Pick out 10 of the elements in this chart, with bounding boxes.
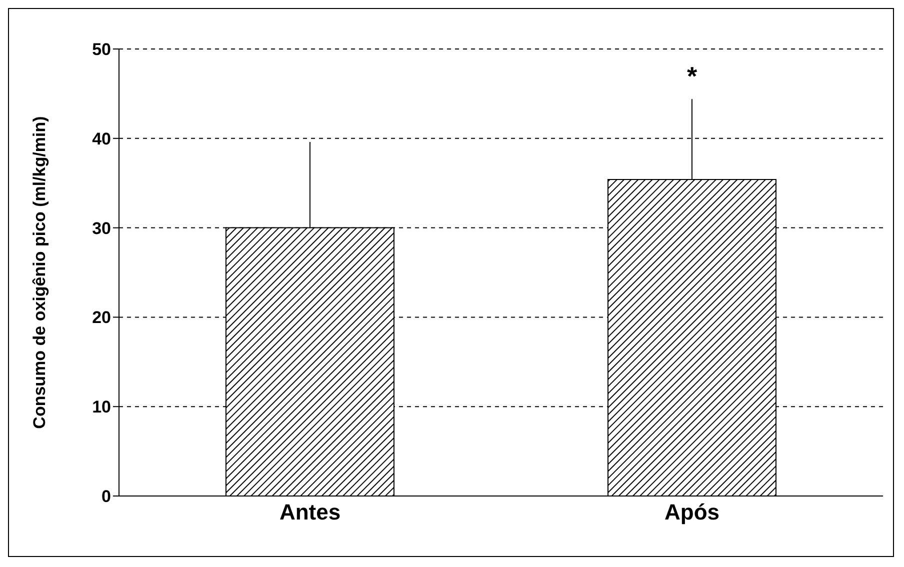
y-tick-label: 20 bbox=[92, 308, 111, 328]
y-tick-label: 40 bbox=[92, 129, 111, 148]
y-tick-label: 50 bbox=[92, 40, 111, 60]
y-tick-label: 0 bbox=[102, 487, 111, 506]
y-axis-title: Consumo de oxigênio pico (ml/kg/min) bbox=[30, 116, 50, 429]
x-tick-label: Antes bbox=[279, 500, 341, 525]
x-tick-label: Após bbox=[664, 500, 720, 525]
y-tick-label: 10 bbox=[92, 398, 111, 417]
annotation: * bbox=[686, 61, 698, 92]
y-tick-label: 30 bbox=[92, 218, 111, 238]
